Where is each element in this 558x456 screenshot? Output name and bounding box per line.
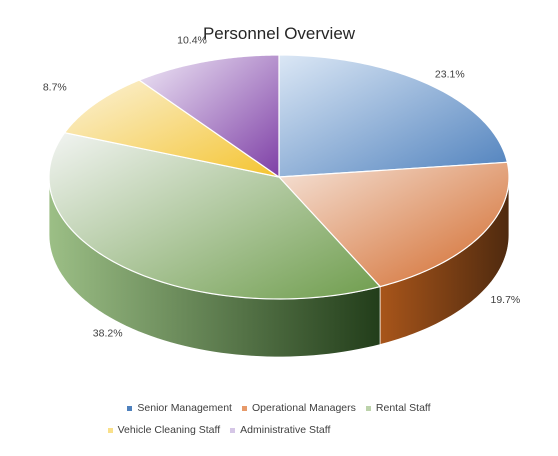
legend-swatch xyxy=(365,405,371,411)
pie-slice-2 xyxy=(48,132,382,300)
legend-label: Vehicle Cleaning Staff xyxy=(117,424,221,436)
legend-label: Senior Management xyxy=(137,402,232,414)
legend-label: Operational Managers xyxy=(251,402,356,414)
legend-item-rental-staff: Rental Staff xyxy=(365,402,431,414)
data-label-2: 38.2% xyxy=(93,328,123,340)
pie-slice-1 xyxy=(277,161,510,288)
data-label-4: 10.4% xyxy=(177,34,207,46)
legend-item-senior-management: Senior Management xyxy=(127,402,232,414)
legend-label: Rental Staff xyxy=(375,402,431,414)
legend-swatch xyxy=(230,427,236,433)
chart-title: Personnel Overview xyxy=(202,24,356,43)
legend-label: Administrative Staff xyxy=(240,424,331,436)
legend-item-operational-managers: Operational Managers xyxy=(241,402,356,414)
legend-item-vehicle-cleaning-staff: Vehicle Cleaning Staff xyxy=(107,424,221,436)
pie-slice-0 xyxy=(278,54,509,178)
data-label-3: 8.7% xyxy=(43,81,67,93)
pie-slice-4 xyxy=(138,54,280,179)
pie-slice-3 xyxy=(63,79,280,178)
legend-item-administrative-staff: Administrative Staff xyxy=(230,424,330,436)
legend-swatch xyxy=(241,405,247,411)
legend-swatch xyxy=(127,405,133,411)
legend-row-1: Senior Management Operational Managers R… xyxy=(0,402,558,414)
legend-row-2: Vehicle Cleaning Staff Administrative St… xyxy=(0,424,558,436)
data-label-1: 19.7% xyxy=(491,294,521,306)
legend-swatch xyxy=(107,427,113,433)
data-label-0: 23.1% xyxy=(435,68,465,80)
